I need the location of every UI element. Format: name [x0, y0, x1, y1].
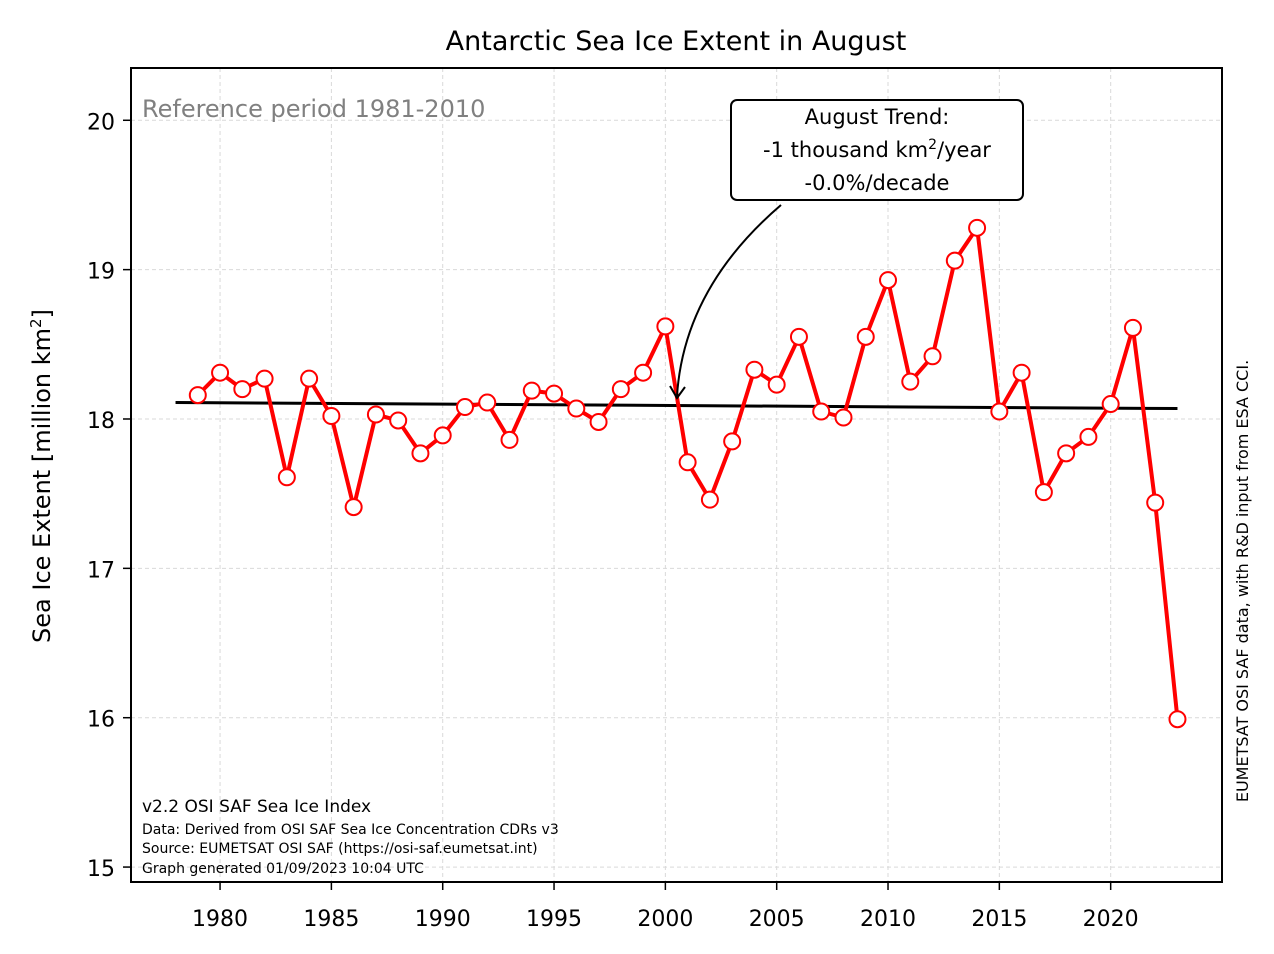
y-tick-label: 20 — [87, 110, 115, 135]
grid-lines — [131, 68, 1222, 882]
data-point — [789, 327, 808, 346]
data-point — [723, 432, 742, 451]
footer-line-4: Graph generated 01/09/2023 10:04 UTC — [142, 861, 424, 877]
data-point — [366, 405, 385, 424]
trend-annotation-line2-sup: 2 — [928, 137, 937, 153]
trend-annotation-arrowhead — [669, 385, 686, 400]
y-tick-label: 18 — [87, 409, 115, 434]
data-point — [678, 453, 697, 472]
trend-annotation-box — [730, 99, 1024, 201]
data-point — [945, 251, 964, 270]
y-axis-label-main: Sea Ice Extent [million km — [28, 328, 56, 643]
reference-period-label: Reference period 1981-2010 — [142, 95, 485, 123]
y-axis-label-end: ] — [28, 309, 56, 318]
data-point — [834, 408, 853, 427]
trend-annotation: August Trend: -1 thousand km2/year -0.0%… — [669, 99, 1024, 400]
data-point — [634, 363, 653, 382]
data-point — [1168, 710, 1187, 729]
data-point — [968, 218, 987, 237]
trend-annotation-line2-main: -1 thousand km — [763, 138, 928, 162]
data-point — [1079, 427, 1098, 446]
x-axis-ticks: 1980 1985 1990 1995 2000 2005 2010 2015 2020 — [192, 882, 1139, 932]
y-axis-label-sup: 2 — [27, 318, 45, 328]
side-credit: EUMETSAT OSI SAF data, with R&D input fr… — [1233, 360, 1252, 802]
data-point — [433, 426, 452, 445]
trend-annotation-arrow — [676, 204, 782, 397]
data-point — [300, 369, 319, 388]
data-point — [589, 412, 608, 431]
x-tick-label: 1995 — [526, 907, 582, 932]
data-point — [1012, 363, 1031, 382]
y-tick-label: 15 — [87, 857, 115, 882]
x-tick-label: 2005 — [749, 907, 805, 932]
data-point — [344, 498, 363, 517]
y-axis-label: Sea Ice Extent [million km2] — [27, 309, 56, 643]
trend-annotation-line3: -0.0%/decade — [805, 171, 950, 195]
footer-line-2: Data: Derived from OSI SAF Sea Ice Conce… — [142, 822, 559, 838]
x-tick-label: 2010 — [860, 907, 916, 932]
data-point — [812, 402, 831, 421]
data-point — [990, 402, 1009, 421]
data-point — [879, 271, 898, 290]
trend-annotation-line1: August Trend: — [805, 105, 950, 129]
y-axis-ticks: 15 16 17 18 19 20 — [87, 110, 131, 882]
footer-line-1: v2.2 OSI SAF Sea Ice Index — [142, 797, 371, 817]
y-tick-label: 17 — [87, 558, 115, 583]
data-point — [923, 347, 942, 366]
data-point — [211, 363, 230, 382]
x-tick-label: 1990 — [415, 907, 471, 932]
data-point — [255, 369, 274, 388]
data-point — [545, 384, 564, 403]
data-point — [901, 372, 920, 391]
y-tick-label: 16 — [87, 708, 115, 733]
x-tick-label: 2000 — [637, 907, 693, 932]
footer-line-3: Source: EUMETSAT OSI SAF (https://osi-sa… — [142, 841, 538, 857]
plot-frame — [130, 67, 1223, 883]
data-point — [567, 399, 586, 418]
data-point — [233, 380, 252, 399]
data-point — [856, 327, 875, 346]
data-point — [1057, 444, 1076, 463]
data-point — [500, 430, 519, 449]
series-line-path — [196, 225, 1180, 720]
series-line — [196, 225, 1180, 720]
trend-annotation-line2: -1 thousand km2/year — [763, 137, 991, 162]
data-point — [1101, 395, 1120, 414]
data-point — [767, 375, 786, 394]
data-point — [455, 398, 474, 417]
data-point — [1034, 483, 1053, 502]
data-point — [656, 317, 675, 336]
data-point — [700, 490, 719, 509]
footer-credits: v2.2 OSI SAF Sea Ice Index Data: Derived… — [142, 797, 559, 877]
data-point — [1146, 493, 1165, 512]
data-point — [277, 468, 296, 487]
x-tick-label: 1985 — [303, 907, 359, 932]
data-point — [478, 393, 497, 412]
data-point — [611, 380, 630, 399]
chart-title: Antarctic Sea Ice Extent in August — [446, 26, 907, 57]
x-tick-label: 1980 — [192, 907, 248, 932]
trend-annotation-line2-end: /year — [937, 138, 991, 162]
data-point — [389, 411, 408, 430]
x-tick-label: 2015 — [971, 907, 1027, 932]
data-point — [411, 444, 430, 463]
data-point — [188, 386, 207, 405]
series-markers — [188, 218, 1187, 729]
y-tick-label: 19 — [87, 260, 115, 285]
data-point — [522, 381, 541, 400]
data-point — [1123, 318, 1142, 337]
x-tick-label: 2020 — [1083, 907, 1139, 932]
data-point — [322, 407, 341, 426]
data-point — [745, 360, 764, 379]
